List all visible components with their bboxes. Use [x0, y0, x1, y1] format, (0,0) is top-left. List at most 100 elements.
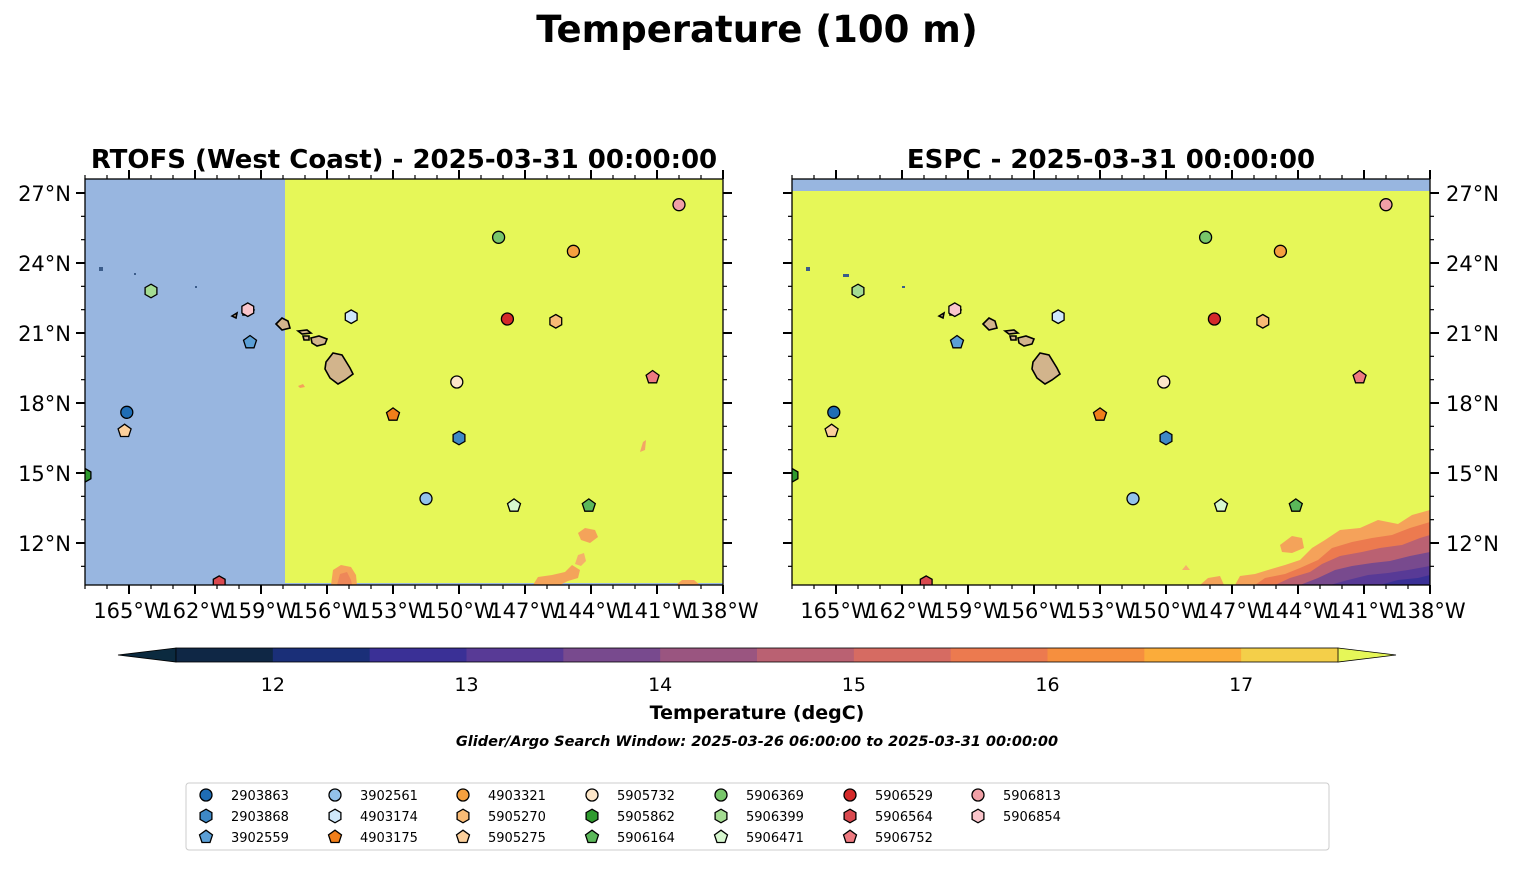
- rtofs-float-5905270: [549, 313, 563, 329]
- legend-label: 3902559: [231, 831, 289, 846]
- espc-float-3902559: [949, 334, 965, 349]
- rtofs-float-4903175: [385, 407, 401, 421]
- colorbar-under-extension: [117, 647, 177, 663]
- rtofs-y-tick-label: 12°N: [18, 532, 71, 556]
- figure-title: Temperature (100 m): [536, 8, 978, 51]
- espc-axes: 165°W162°W159°W156°W153°W150°W147°W144°W…: [783, 170, 1499, 623]
- espc-nodata-strip-top: [792, 179, 1430, 191]
- colorbar-bin: [1144, 648, 1242, 662]
- espc-float-5906854: [948, 302, 962, 318]
- rtofs-float-2903868: [452, 430, 466, 446]
- legend-label: 5906813: [1003, 789, 1061, 804]
- legend-marker-5905270: [456, 808, 470, 824]
- espc-panel-title: ESPC - 2025-03-31 00:00:00: [907, 145, 1315, 175]
- espc-float-5906564: [919, 575, 933, 585]
- colorbar-tick-label: 13: [454, 674, 478, 696]
- espc-x-tick-label: 147°W: [1196, 599, 1268, 623]
- colorbar-bin: [950, 648, 1049, 662]
- colorbar-label: Temperature (degC): [650, 702, 865, 724]
- legend-label: 3902561: [360, 789, 418, 804]
- espc-x-tick-label: 162°W: [866, 599, 938, 623]
- espc-x-tick-label: 159°W: [932, 599, 1004, 623]
- legend-marker-5906752: [842, 829, 858, 844]
- legend-marker-5906164: [584, 829, 600, 844]
- espc-float-5905862: [792, 467, 799, 483]
- colorbar-bin: [1047, 648, 1145, 662]
- legend-label: 5906564: [875, 810, 933, 825]
- legend-label: 5905270: [488, 810, 546, 825]
- legend-marker-5906369: [714, 788, 728, 802]
- colorbar-bin: [369, 648, 468, 662]
- rtofs-x-tick-label: 144°W: [555, 599, 627, 623]
- rtofs-x-tick-label: 165°W: [93, 599, 165, 623]
- espc-float-5906529: [1207, 312, 1222, 326]
- espc-float-5906399: [851, 283, 865, 299]
- colorbar-tick-label: 15: [842, 674, 866, 696]
- legend-marker-5905862: [585, 808, 599, 824]
- rtofs-float-4903174: [344, 309, 358, 325]
- espc-cool-patch-southeast: [1182, 510, 1430, 585]
- rtofs-x-tick-label: 147°W: [489, 599, 561, 623]
- colorbar-bin: [660, 648, 758, 662]
- espc-float-2903868: [1159, 430, 1173, 446]
- rtofs-float-5906399: [144, 283, 158, 299]
- colorbar-bin: [563, 648, 661, 662]
- colorbar-tick-label: 16: [1035, 674, 1059, 696]
- espc-x-tick-label: 144°W: [1262, 599, 1334, 623]
- espc-float-5905270: [1256, 313, 1270, 329]
- rtofs-axes: 165°W162°W159°W156°W153°W150°W147°W144°W…: [18, 170, 759, 623]
- rtofs-x-tick-label: 138°W: [687, 599, 759, 623]
- espc-float-4903174: [1051, 309, 1065, 325]
- rtofs-x-tick-label: 150°W: [423, 599, 495, 623]
- espc-y-tick-label: 24°N: [1446, 252, 1499, 276]
- rtofs-x-tick-label: 153°W: [357, 599, 429, 623]
- espc-frame: [791, 178, 1431, 586]
- espc-x-tick-label: 150°W: [1130, 599, 1202, 623]
- legend-label: 2903863: [231, 789, 289, 804]
- colorbar-tick-label: 14: [648, 674, 672, 696]
- legend-label: 5905275: [488, 831, 546, 846]
- legend-label: 4903321: [488, 789, 546, 804]
- legend-marker-5906564: [843, 808, 857, 824]
- espc-float-5906369: [1198, 230, 1213, 244]
- rtofs-float-5906529: [500, 312, 515, 326]
- rtofs-nodata-strip-bottom: [285, 583, 723, 585]
- espc-float-5906164: [1288, 498, 1304, 512]
- rtofs-nw-islets: [99, 267, 197, 288]
- espc-warm-field: [792, 179, 1430, 585]
- espc-x-tick-label: 156°W: [998, 599, 1070, 623]
- espc-y-tick-label: 21°N: [1446, 322, 1499, 346]
- legend-marker-5906854: [971, 808, 985, 824]
- espc-float-3902561: [1126, 492, 1140, 506]
- espc-float-2903863: [827, 405, 841, 419]
- legend-marker-2903863: [199, 788, 213, 802]
- colorbar-bin: [176, 648, 274, 662]
- legend-label: 4903174: [360, 810, 418, 825]
- espc-float-5906813: [1379, 198, 1393, 212]
- rtofs-nodata-region: [85, 179, 285, 585]
- rtofs-cooler-patches: [298, 384, 700, 585]
- legend-label: 5906854: [1003, 810, 1061, 825]
- espc-land: [937, 304, 1062, 385]
- colorbar-outline: [175, 647, 1339, 663]
- rtofs-float-2903863: [120, 405, 134, 419]
- rtofs-y-tick-label: 18°N: [18, 392, 71, 416]
- rtofs-float-5906854: [241, 302, 255, 318]
- float-legend: 2903863 2903868 3902559 3902561 4903174 49031…: [185, 782, 1330, 851]
- legend-marker-5906471: [713, 829, 729, 844]
- rtofs-x-tick-label: 162°W: [159, 599, 231, 623]
- espc-nw-islets: [806, 267, 905, 288]
- legend-label: 5906752: [875, 831, 933, 846]
- espc-x-tick-label: 153°W: [1064, 599, 1136, 623]
- rtofs-float-5905275: [117, 423, 132, 438]
- legend-marker-5906529: [843, 788, 857, 802]
- espc-float-4903175: [1092, 407, 1108, 421]
- legend-marker-5905732: [585, 788, 599, 802]
- legend-marker-5906813: [971, 788, 985, 802]
- rtofs-float-5906164: [581, 498, 597, 512]
- espc-float-5906471: [1213, 498, 1229, 512]
- legend-marker-4903174: [328, 808, 342, 824]
- rtofs-float-5906752: [645, 369, 660, 384]
- colorbar-over-extension: [1337, 647, 1397, 663]
- legend-frame: [185, 782, 1330, 851]
